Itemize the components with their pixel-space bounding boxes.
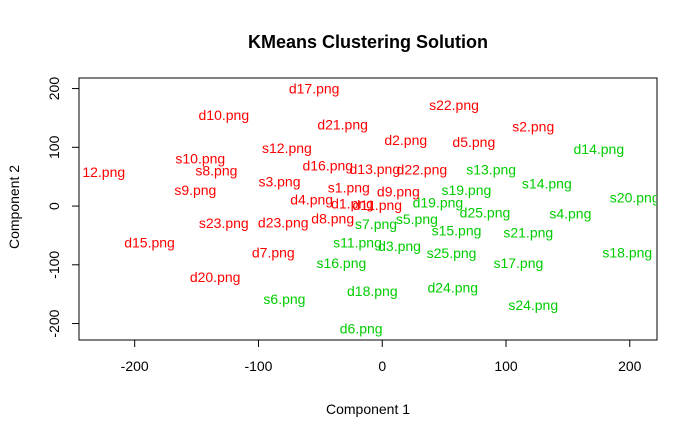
x-tick-label: 200: [618, 358, 642, 374]
point-label: s20.png: [610, 190, 660, 206]
y-tick-label: 100: [46, 135, 62, 159]
point-labels: d17.png s22.png d10.png d21.png s2.png d2.png…: [82, 80, 660, 337]
point-label: d23.png: [258, 214, 309, 230]
point-label: d17.png: [289, 80, 340, 96]
point-label: s11.png: [333, 234, 382, 250]
point-label: d10.png: [199, 107, 250, 123]
point-label: s1.png: [328, 180, 370, 196]
point-label: s2.png: [512, 119, 554, 135]
point-label: s19.png: [441, 182, 491, 198]
point-label: s9.png: [174, 182, 216, 198]
point-label: d8.png: [311, 210, 354, 226]
point-label: s23.png: [199, 215, 249, 231]
point-label: d24.png: [427, 280, 478, 296]
y-tick-label: -100: [46, 251, 62, 279]
point-label: s15.png: [432, 223, 482, 239]
x-tick-label: 100: [494, 358, 518, 374]
point-label: s24.png: [508, 297, 558, 313]
point-label: s8.png: [195, 163, 237, 179]
y-tick-label: 0: [46, 202, 62, 210]
point-label: d14.png: [574, 141, 625, 157]
x-axis-label: Component 1: [326, 401, 410, 417]
point-label: d20.png: [190, 269, 241, 285]
point-label: s16.png: [316, 255, 366, 271]
x-tick-label: 0: [378, 358, 386, 374]
point-label: s5.png: [396, 211, 438, 227]
point-label: s22.png: [429, 97, 479, 113]
point-label: d6.png: [340, 321, 383, 337]
point-label: s7.png: [355, 216, 397, 232]
point-label: d16.png: [302, 157, 353, 173]
point-label: d11.png: [352, 197, 402, 213]
point-label: s18.png: [602, 244, 652, 260]
point-label: d25.png: [460, 204, 511, 220]
point-label: s4.png: [549, 206, 591, 222]
point-label: d18.png: [347, 283, 398, 299]
point-label: s13.png: [466, 162, 516, 178]
point-label: d19.png: [413, 194, 464, 210]
y-axis: -200 -100 0 100 200: [46, 77, 80, 338]
point-label: d2.png: [384, 132, 427, 148]
point-label: d21.png: [317, 116, 368, 132]
point-label: 12.png: [82, 164, 125, 180]
point-label: d9.png: [377, 183, 420, 199]
point-label: d7.png: [252, 244, 295, 260]
y-tick-label: -200: [46, 309, 62, 337]
point-label: d15.png: [124, 234, 175, 250]
point-label: s10.png: [175, 150, 225, 166]
point-label: s6.png: [263, 291, 305, 307]
point-label: s14.png: [522, 176, 572, 192]
point-label: d3.png: [378, 238, 421, 254]
point-label: d5.png: [452, 134, 495, 150]
point-label: d22.png: [397, 162, 448, 178]
point-label: s21.png: [503, 224, 553, 240]
x-tick-label: -200: [121, 358, 149, 374]
point-label: d4.png: [290, 191, 333, 207]
chart-title: KMeans Clustering Solution: [248, 32, 488, 52]
point-label: d1.png: [331, 196, 374, 212]
point-label: s3.png: [258, 173, 300, 189]
point-label: d13.png: [350, 161, 401, 177]
point-label: s25.png: [427, 245, 477, 261]
y-axis-label: Component 2: [6, 165, 22, 249]
point-label: s17.png: [493, 255, 543, 271]
point-label: s12.png: [262, 140, 312, 156]
x-axis: -200 -100 0 100 200: [121, 339, 642, 374]
y-tick-label: 200: [46, 77, 62, 101]
x-tick-label: -100: [244, 358, 272, 374]
